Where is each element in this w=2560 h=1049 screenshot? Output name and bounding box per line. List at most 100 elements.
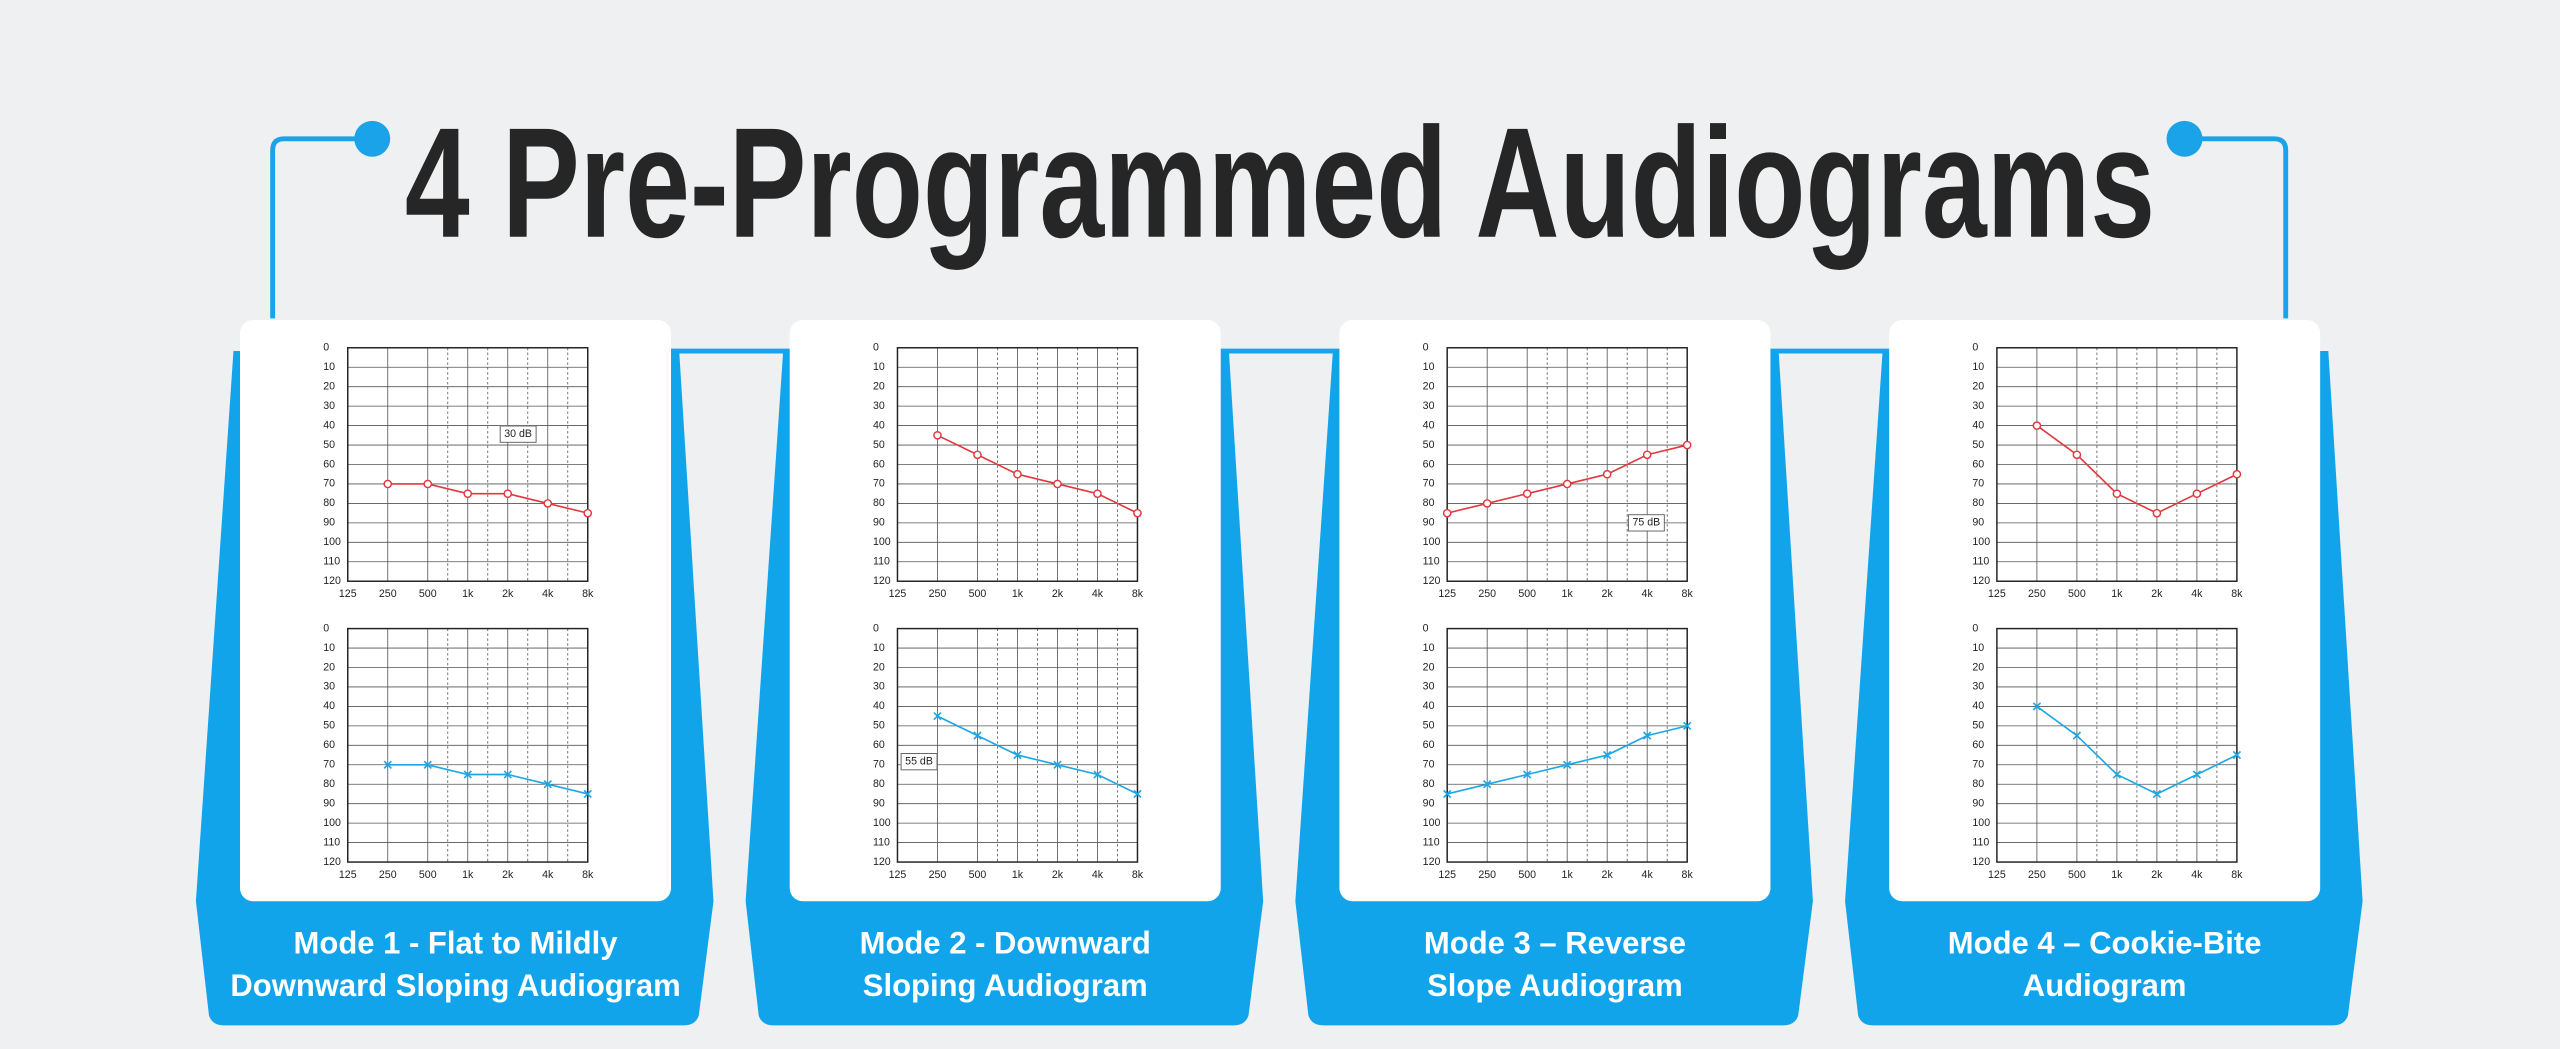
data-point xyxy=(1562,479,1572,489)
x-tick-label: 125 xyxy=(1988,588,2006,600)
y-tick-label: 70 xyxy=(1423,478,1435,490)
y-tick-label: 40 xyxy=(1972,700,1984,712)
x-tick-label: 4k xyxy=(1642,869,1654,881)
x-tick-label: 1k xyxy=(1012,588,1024,600)
x-tick-label: 2k xyxy=(1602,869,1614,881)
y-tick-label: 10 xyxy=(873,361,885,373)
y-tick-label: 80 xyxy=(1972,497,1984,509)
data-line xyxy=(937,434,1138,514)
y-tick-label: 50 xyxy=(1972,439,1984,451)
y-tick-label: 50 xyxy=(323,439,335,451)
y-tick-label: 30 xyxy=(1423,681,1435,693)
x-tick-label: 500 xyxy=(969,869,987,881)
x-tick-label: 8k xyxy=(2231,869,2243,881)
annotation-box xyxy=(900,753,938,771)
x-tick-label: 2k xyxy=(2151,869,2163,881)
y-tick-label: 40 xyxy=(1972,419,1984,431)
y-tick-label: 70 xyxy=(873,478,885,490)
y-tick-label: 90 xyxy=(873,797,885,809)
data-line xyxy=(2036,424,2238,515)
data-point xyxy=(2112,489,2122,499)
data-point xyxy=(933,711,942,721)
y-tick-label: 70 xyxy=(1972,759,1984,771)
annotation-box xyxy=(499,425,537,443)
y-tick-label: 20 xyxy=(1972,380,1984,392)
data-point xyxy=(583,789,592,799)
panel-label: Downward Sloping Audiogram xyxy=(230,968,680,1003)
panel-label: Sloping Audiogram xyxy=(863,968,1148,1003)
y-tick-label: 90 xyxy=(873,517,885,529)
y-tick-label: 60 xyxy=(323,458,335,470)
y-tick-label: 30 xyxy=(323,681,335,693)
y-tick-label: 90 xyxy=(1423,797,1435,809)
panel-card xyxy=(240,320,672,902)
y-tick-label: 20 xyxy=(323,380,335,392)
x-tick-label: 500 xyxy=(969,588,987,600)
x-tick-label: 8k xyxy=(1132,869,1144,881)
y-tick-label: 40 xyxy=(873,700,885,712)
x-tick-label: 500 xyxy=(1518,869,1536,881)
data-point xyxy=(423,760,432,769)
y-tick-label: 10 xyxy=(873,642,885,654)
panel-card xyxy=(1889,320,2321,902)
y-tick-label: 30 xyxy=(873,681,885,693)
data-point xyxy=(1133,508,1142,518)
x-tick-label: 500 xyxy=(2068,588,2086,600)
x-tick-label: 125 xyxy=(1988,869,2006,881)
x-tick-label: 4k xyxy=(2191,869,2203,881)
x-tick-label: 2k xyxy=(1052,869,1064,881)
annotation: 55 dB xyxy=(905,755,933,767)
y-tick-label: 80 xyxy=(1423,778,1435,790)
y-tick-label: 80 xyxy=(323,497,335,509)
y-tick-label: 10 xyxy=(1972,361,1984,373)
y-tick-label: 30 xyxy=(323,400,335,412)
y-tick-label: 110 xyxy=(873,556,890,568)
panel-label: Slope Audiogram xyxy=(1427,968,1683,1003)
y-tick-label: 90 xyxy=(1972,517,1984,529)
plot-frame xyxy=(1446,347,1688,582)
y-tick-label: 40 xyxy=(1423,700,1435,712)
y-tick-label: 60 xyxy=(1423,458,1435,470)
y-tick-label: 110 xyxy=(873,836,890,848)
y-tick-label: 20 xyxy=(1423,380,1435,392)
y-tick-label: 20 xyxy=(323,661,335,673)
x-tick-label: 500 xyxy=(2068,869,2086,881)
x-tick-label: 2k xyxy=(2151,588,2163,600)
y-tick-label: 0 xyxy=(1972,622,1978,634)
data-point xyxy=(973,450,982,460)
data-point xyxy=(1603,750,1612,760)
data-point xyxy=(1642,450,1652,460)
y-tick-label: 0 xyxy=(323,622,329,634)
frame-dot xyxy=(2166,120,2203,157)
y-tick-label: 0 xyxy=(1972,342,1978,354)
data-line xyxy=(937,715,1138,795)
y-tick-label: 70 xyxy=(873,759,885,771)
x-tick-label: 125 xyxy=(889,588,907,600)
y-tick-label: 10 xyxy=(1423,642,1435,654)
y-tick-label: 110 xyxy=(1972,556,1989,568)
annotation: 75 dB xyxy=(1633,517,1661,529)
y-tick-label: 110 xyxy=(1972,836,1989,848)
plot-frame xyxy=(896,347,1139,582)
plot-frame xyxy=(1446,627,1688,863)
y-tick-label: 70 xyxy=(323,478,335,490)
y-tick-label: 100 xyxy=(1972,817,1990,829)
x-tick-label: 500 xyxy=(419,588,437,600)
data-point xyxy=(1053,760,1062,769)
y-tick-label: 10 xyxy=(1972,642,1984,654)
y-tick-label: 80 xyxy=(323,778,335,790)
panel-card xyxy=(1339,320,1771,902)
y-tick-label: 60 xyxy=(873,739,885,751)
y-tick-label: 70 xyxy=(323,759,335,771)
y-tick-label: 40 xyxy=(873,419,885,431)
x-tick-label: 1k xyxy=(1562,869,1574,881)
data-point xyxy=(583,508,593,518)
panel-label: Mode 2 - Downward xyxy=(860,925,1151,960)
x-tick-label: 1k xyxy=(1562,588,1574,600)
y-tick-label: 120 xyxy=(323,856,341,868)
x-tick-label: 1k xyxy=(2111,869,2123,881)
